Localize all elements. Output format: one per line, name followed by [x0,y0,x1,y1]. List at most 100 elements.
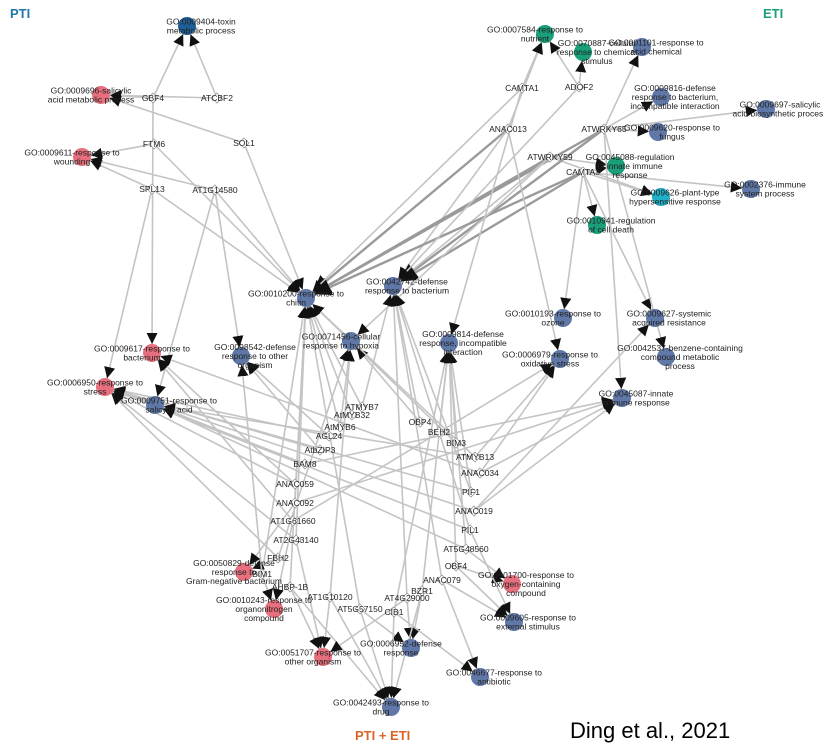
edge-atmyb7-to-go0042742 [361,294,394,408]
edge-atwrky65-to-go0009620 [603,125,650,137]
go-node-go0006952 [402,639,420,657]
go-node-go0009404 [178,17,196,35]
tf-node-anac092 [289,497,301,509]
go-node-go0071456 [342,332,360,350]
edge-camta3-to-go0010193 [560,171,584,310]
edge-bzr1-to-go0009814 [421,351,453,592]
edge-at5g57150-to-go0006952 [359,608,405,644]
go-label-go0045088: GO:0045088-regulation of innate immune res… [586,152,675,180]
edge-at2g43140-to-go0051707 [295,539,324,649]
tf-node-bam8 [299,458,311,470]
go-label-go0009617: GO:0009617-response to bacterium [94,344,190,363]
go-label-go0042742: GO:0042742-defense response to bacterium [365,277,449,296]
tf-label-camta3: CAMTA3 [566,167,600,177]
edge-anac034-to-go0045087 [479,401,615,474]
tf-node-at5g57150 [354,603,366,615]
edge-fbh2-to-go0071456 [277,349,350,559]
go-label-go0009404: GO:0009404-toxin metabolic process [166,17,236,36]
edge-bam8-to-go0045087 [304,396,614,465]
tf-label-atwrky65: ATWRKY65 [581,124,626,134]
label-layer: GO:0009404-toxin metabolic process GO:0009… [24,17,823,717]
tf-label-ftm6: FTM6 [143,139,165,149]
tf-label-atmyb13: ATMYB13 [456,452,494,462]
tf-label-at5g57150: AT5G57150 [337,604,382,614]
tf-node-ahbp-1b [284,581,296,593]
edge-atwrky65-to-go0001101 [603,54,639,130]
edge-obf4-to-go0009605 [455,565,509,617]
go-node-go0010200 [297,289,315,307]
tf-node-agl24 [323,430,335,442]
tf-node-fbh2 [272,552,284,564]
edge-camta3-to-go0002376 [582,171,743,193]
edge-anac013-to-go0042742 [397,128,509,280]
go-label-go0006952: GO:0006952-defense response [360,639,442,658]
go-label-go0046677: GO:0046677-response to antibiotic [446,668,542,687]
edge-ftm6-to-go0010200 [153,143,301,293]
tf-label-anac019: ANAC019 [455,506,493,516]
edge-fbh2-to-go0050829 [252,557,279,570]
edge-anac079-to-go0009605 [441,579,507,619]
edge-at1g61660-to-go0009617 [157,359,294,522]
edge-anac079-to-go0046677 [441,579,478,669]
tf-node-at5g48560 [460,543,472,555]
tf-label-beh2: BEH2 [428,427,450,437]
tf-node-anac059 [289,478,301,490]
edge-camta3-to-go0009627 [582,171,652,311]
edge-at5g48560-to-go0009751 [162,408,467,550]
edge-anac034-to-go0009617 [160,354,481,474]
go-node-go0070887 [574,43,592,61]
tf-label-obf4: OBF4 [445,561,467,571]
go-node-go0006979 [551,350,569,368]
go-node-go1901700 [503,575,521,593]
edge-atwrky59-to-go0009626 [549,156,653,196]
edge-atmyb6-to-go0071456 [339,349,354,428]
go-node-go0042493 [382,698,400,716]
go-label-go0002376: GO:0002376-immune system process [724,180,806,199]
go-node-go0009617 [143,344,161,362]
edge-bim3-to-go0009814 [444,351,457,444]
edge-layer [89,33,758,701]
tf-node-atmyb7 [356,401,368,413]
edge-atcbf2-to-go0009696 [109,89,218,102]
edge-obf4-to-go1901700 [455,565,504,584]
edge-camta3-to-go0010941 [582,171,598,217]
go-label-go0010193: GO:0010193-response to ozone [505,309,601,328]
edge-adof2-to-go0007584 [549,41,580,88]
tf-node-bim3 [450,437,462,449]
tf-node-ftm6 [148,138,160,150]
edge-atwrky59-to-go0045088 [549,156,608,169]
go-node-go0009626 [652,188,670,206]
go-node-go0046677 [471,668,489,686]
tf-node-camta1 [516,82,528,94]
go-node-go0045087 [613,389,631,407]
go-node-go0009697 [757,100,775,118]
go-node-go0007584 [536,25,554,43]
go-node-go0009605 [505,613,523,631]
tf-label-at5g48560: AT5G48560 [443,544,488,554]
edge-cib1-to-go0046677 [393,611,474,673]
tf-node-atwrky65 [598,123,610,135]
go-label-go0010941: GO:0010941-regulation of cell death [567,216,656,235]
edge-gbf4-to-go0009617 [146,97,158,345]
tf-label-agl24: AGL24 [316,431,343,441]
tf-label-atmyb7: ATMYB7 [345,402,379,412]
tf-node-atwrky59 [544,151,556,163]
go-node-go0098542 [232,347,250,365]
tf-node-at1g61660 [287,515,299,527]
tf-node-bzr1 [416,585,428,597]
go-label-go0009626: GO:0009626-plant-type hypersensitive resp… [629,188,721,207]
edge-camta1-to-go0010200 [311,87,523,293]
tf-label-bim3: BIM3 [446,438,466,448]
go-label-go0009697: GO:0009697-salicylic acid biosynthetic pr… [733,100,823,119]
edge-cib1-to-go0042493 [386,611,398,699]
tf-label-pil1: PIL1 [461,525,479,535]
go-node-go0010941 [588,216,606,234]
edge-at1g10120-to-go0051707 [319,596,331,649]
edge-at5g57150-to-go0042493 [359,608,391,699]
tf-node-obp4 [414,416,426,428]
tf-node-at1g14580 [209,184,221,196]
tf-node-at2g43140 [290,534,302,546]
tf-node-camta3 [577,166,589,178]
